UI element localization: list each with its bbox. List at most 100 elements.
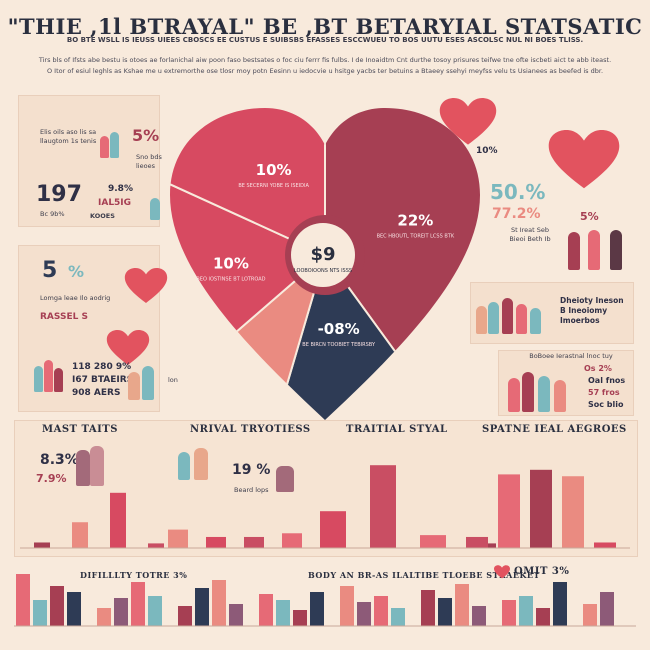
right-stat-3-text: Dheioty Ineson B Ineoiomy Imoerbos — [560, 296, 624, 325]
stat-4-line1: 118 280 9% — [72, 362, 132, 372]
small-heart-icon — [494, 564, 510, 583]
stat-3-note: Lomga leae Ilo aodrig — [40, 294, 111, 302]
bar-chart-3-title: TRAITIAL STYAL — [346, 424, 448, 435]
stat-1-text: Elis oils aso lis sa llaugtom 1s tenis — [40, 128, 97, 145]
stat-4-line3: 908 AERS — [72, 388, 121, 398]
stat-4-line2: I67 BTAEIRS — [72, 375, 134, 385]
stat-4-note: lon — [168, 376, 178, 384]
bottom-bar-14 — [293, 610, 307, 626]
bottom-bars — [16, 574, 614, 626]
bottom-section-2-title: BODY AN BR-AS ILALTIBE TLOEBE STRAEKET — [308, 570, 540, 580]
bar-chart-1-title: MAST TAITS — [42, 424, 118, 435]
stat-2-sub2: KOOES — [90, 212, 115, 220]
bar-chart-1-label2: 7.9% — [36, 472, 67, 485]
heart-icon-left-1 — [124, 268, 168, 308]
bottom-bar-29 — [600, 592, 614, 626]
bottom-bar-17 — [357, 602, 371, 626]
bar-chart-3-bar-1 — [370, 465, 396, 548]
bottom-bar-25 — [519, 596, 533, 626]
bar-charts-svg — [20, 465, 630, 549]
right-stat-2-pct: 5% — [580, 210, 599, 223]
stat-2-note: IAL5IG — [98, 198, 132, 208]
bottom-bar-5 — [114, 598, 128, 626]
bottom-bar-19 — [391, 608, 405, 626]
bottom-bar-7 — [148, 596, 162, 626]
bottom-bar-18 — [374, 596, 388, 626]
pie-slice-note-1: BEC HBOUTL TOREIT LCSS BTK — [377, 234, 455, 240]
bar-chart-1-bar-1 — [72, 522, 88, 548]
right-stat-2-note: St Ireat Seb Bieoi Beth Ib — [509, 226, 551, 243]
bar-chart-3-bar-2 — [420, 535, 446, 548]
right-panel-2 — [498, 350, 634, 416]
bar-chart-1-label1: 8.3% — [40, 452, 79, 468]
bar-chart-4-bar-3 — [562, 476, 584, 548]
couple-scene-icon — [124, 366, 164, 400]
bottom-bar-4 — [97, 608, 111, 626]
bar-chart-2-bar-3 — [282, 533, 302, 548]
right-stat-2-mid: 77.2% — [492, 206, 541, 222]
right-stat-4-pct4: Soc blio — [588, 400, 624, 409]
couple-figure-icon — [100, 132, 120, 158]
bottom-bar-11 — [229, 604, 243, 626]
right-stat-4-pct1: Os 2% — [584, 364, 612, 373]
pie-slice-0 — [170, 108, 326, 257]
stat-2-pct: 9.8% — [108, 184, 133, 194]
bottom-bar-0 — [16, 574, 30, 626]
couples-figure-icon — [508, 366, 574, 412]
bottom-bars-svg — [14, 574, 636, 627]
stat-1-note: Sno bds lieoes — [136, 153, 162, 170]
pie-center-sub: LOOBOIOONS NTS ISSS — [294, 268, 352, 274]
bar-chart-2-label2: Beard lops — [234, 486, 269, 494]
bar-chart-2-bar-1 — [206, 536, 226, 548]
right-stat-4-text: BoBoee Ierastnal lnoc tuy — [529, 352, 613, 360]
bottom-section-1-title: DIFILLLTY TOTRE 3% — [80, 570, 188, 580]
intro-line-2: O Itor of esiul leghls as Kshae me u ext… — [46, 67, 604, 75]
bottom-bar-1 — [33, 600, 47, 626]
argument-scene-icon — [178, 446, 214, 480]
right-stat-2-big: 50.% — [490, 180, 546, 204]
left-panel-1 — [18, 95, 160, 227]
bar-chart-1-bar-2 — [110, 492, 126, 548]
bottom-bar-22 — [455, 584, 469, 626]
pie-slice-label-1: 22% — [397, 212, 433, 230]
heart-pie-chart: $9 LOOBOIOONS NTS ISSS 22% BEC HBOUTL TOR… — [170, 108, 480, 420]
page-subtitle: BO BTE WSLL IS IEUSS UIEES CBOSCS EE CUS… — [66, 36, 584, 44]
stat-3-big: 5 — [42, 258, 58, 283]
pie-slice-1 — [324, 108, 480, 420]
pie-slice-label-2: -08% — [318, 320, 360, 338]
kneeling-figure-icon — [272, 462, 300, 492]
bar-chart-3-bars — [320, 465, 496, 548]
bottom-bar-20 — [421, 590, 435, 626]
right-stat-4-pct3: 57 fros — [588, 388, 620, 397]
bottom-bar-15 — [310, 592, 324, 626]
figure-icon — [148, 198, 164, 220]
bar-chart-1-bars — [34, 492, 164, 548]
bar-chart-2-bar-0 — [168, 529, 188, 548]
bottom-bar-10 — [212, 580, 226, 626]
stat-3-word: RASSEL S — [40, 312, 88, 322]
pie-slice-label-4: 10% — [213, 255, 249, 273]
three-figures-icon — [566, 226, 628, 270]
pie-slice-note-4: BEO IOSTINSE BT LOTROAD — [196, 277, 265, 283]
pie-slice-label-0: 10% — [256, 161, 292, 179]
bar-chart-4-title: SPATNE IEAL AEGROES — [482, 424, 627, 435]
bar-chart-2-bars — [168, 529, 340, 548]
intro-line-1: Tirs bls of Ifsts abe bestu is otoes ae … — [38, 56, 612, 64]
pie-slice-note-2: BE BIRCN TOOBIET TEBIRSBY — [302, 342, 376, 348]
heart-icon-right-2 — [544, 130, 624, 194]
stat-2-big: 197 — [36, 182, 82, 207]
bottom-bar-2 — [50, 586, 64, 626]
bottom-bar-21 — [438, 598, 452, 626]
right-stat-4-pct2: Oal fnos — [588, 376, 626, 385]
heart-icon-left-2 — [106, 330, 150, 370]
bar-chart-3-bar-0 — [320, 511, 346, 548]
pie-labels: 22% BEC HBOUTL TOREIT LCSS BTK -08% BE BIRC… — [196, 161, 454, 348]
bar-chart-4-bar-4 — [594, 542, 616, 548]
group-figure-icon — [34, 358, 64, 392]
bottom-bar-27 — [553, 582, 567, 626]
intro-paragraph: Tirs bls of Ifsts abe bestu is otoes ae … — [20, 55, 630, 77]
bar-chart-2-label1: 19 % — [232, 462, 271, 478]
bottom-bar-3 — [67, 592, 81, 626]
bottom-bar-24 — [502, 600, 516, 626]
bar-chart-2-title: NRIVAL TRYOTIESS — [190, 424, 311, 435]
